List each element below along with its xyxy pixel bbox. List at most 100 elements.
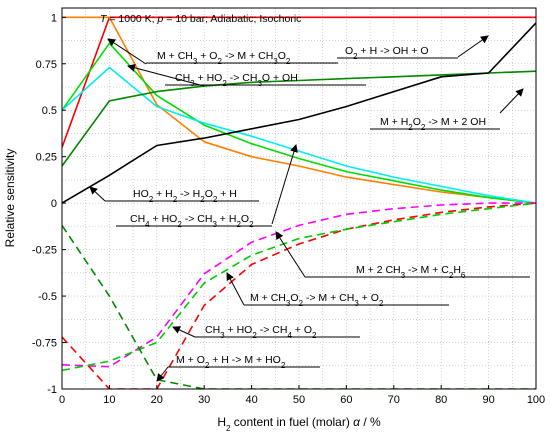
text-part: = 10 bar; Adiabatic; Isochoric	[163, 13, 301, 25]
x-tick-label: 60	[340, 394, 352, 406]
annotation-arrow	[89, 186, 106, 202]
text-part: M + H	[380, 116, 408, 128]
x-tick-label: 20	[151, 394, 163, 406]
text-part: 2	[312, 331, 317, 340]
text-part: HO	[133, 188, 149, 200]
text-part: + H	[217, 213, 237, 225]
text-part: 3	[257, 79, 262, 88]
x-tick-label: 10	[103, 394, 115, 406]
x-tick-label: 0	[59, 394, 65, 406]
text-part: -> M + CH	[222, 50, 273, 62]
y-axis-title: Relative sensitivity	[3, 149, 17, 248]
ticks: 0 10 20 30 40 50 60 70 80 90 100 -1 -0.75 -0.5 -0.25 0 0…	[32, 12, 545, 406]
text-part: 3	[401, 271, 406, 280]
text-part: M + CH	[250, 292, 286, 304]
series-line-0	[62, 16, 536, 148]
text-part: O	[345, 45, 353, 57]
y-tick-label: -0.75	[32, 338, 57, 350]
annotation-label: M + CH3 + O2 -> M + CH3O2	[157, 50, 291, 66]
annotation-7: M + CH3O2 -> M + CH3 + O2	[226, 272, 449, 308]
text-part: = 1000 K;	[106, 13, 157, 25]
text-part: 2	[222, 79, 227, 88]
annotation-8: CH3 + HO2 -> CH4 + O2	[172, 324, 360, 340]
series-line-5	[62, 22, 536, 204]
text-part: 4	[145, 220, 150, 229]
annotation-6: M + 2 CH3 -> M + C2H6	[275, 231, 530, 280]
text-part: O	[290, 292, 298, 304]
text-part: H	[217, 415, 226, 429]
series-group	[62, 16, 536, 389]
series-line-1	[62, 16, 536, 204]
text-part: + HO	[225, 324, 253, 336]
text-part: + H	[153, 188, 173, 200]
x-tick-label: 100	[527, 394, 545, 406]
y-tick-label: 0.25	[36, 152, 57, 164]
text-part: 2	[449, 271, 454, 280]
text-part: 3	[220, 331, 225, 340]
annotation-0: M + CH3 + O2 -> M + CH3O2	[107, 38, 338, 66]
x-tick-label: 90	[482, 394, 494, 406]
y-tick-label: 0	[51, 198, 57, 210]
text-part: -> M + CH	[303, 292, 354, 304]
text-part: -> CH	[257, 324, 288, 336]
annotation-9: M + O2 + H -> M + HO2	[156, 354, 320, 382]
y-tick-label: 1	[51, 12, 57, 24]
x-tick-label: 50	[293, 394, 305, 406]
series-line-6	[62, 202, 536, 368]
text-part: 2	[213, 195, 218, 204]
text-part: + H -> M + HO	[209, 354, 280, 366]
text-part: O	[241, 213, 249, 225]
text-part: O + OH	[262, 72, 298, 84]
annotation-2: CH3 + HO2 -> CH3O + OH	[127, 63, 366, 88]
x-tick-label: 70	[388, 394, 400, 406]
annotation-3: M + H2O2 -> M + 2 OH	[370, 88, 524, 132]
x-tick-label: 80	[435, 394, 447, 406]
annotation-label: M + H2O2 -> M + 2 OH	[380, 116, 486, 132]
text-part: 4	[287, 331, 292, 340]
text-part: 2	[421, 123, 426, 132]
text-part: 2	[226, 424, 231, 432]
text-part: 2	[379, 299, 384, 308]
text-part: + HO	[195, 72, 223, 84]
text-part: 2	[205, 361, 210, 370]
text-part: CH	[205, 324, 220, 336]
text-part: 2	[177, 220, 182, 229]
y-tick-label: -0.5	[38, 291, 57, 303]
text-part: 2	[173, 195, 178, 204]
x-tick-label: 30	[198, 394, 210, 406]
text-part: M + 2 CH	[356, 264, 401, 276]
series-line-8	[62, 202, 536, 372]
y-tick-label: -0.25	[32, 245, 57, 257]
text-part: H	[453, 264, 461, 276]
annotation-label: M + 2 CH3 -> M + C2H6	[356, 264, 466, 280]
annotation-label: M + O2 + H -> M + HO2	[176, 354, 286, 370]
annotations: M + CH3 + O2 -> M + CH3O2 O2 + H -> OH + …	[89, 35, 530, 382]
text-part: -> M + C	[405, 264, 449, 276]
annotation-arrow	[275, 231, 306, 278]
annotation-arrow	[271, 144, 298, 225]
text-part: content in fuel (molar)	[230, 415, 353, 429]
series-line-7	[62, 202, 536, 389]
x-axis-title: H2 content in fuel (molar) α / %	[217, 415, 381, 432]
text-part: M + CH	[157, 50, 193, 62]
text-part: 6	[461, 271, 466, 280]
annotation-arrow	[172, 326, 196, 338]
text-part: 3	[273, 57, 278, 66]
text-part: 3	[193, 57, 198, 66]
annotation-1: O2 + H -> OH + O	[337, 35, 489, 61]
annotation-label: CH3 + HO2 -> CH3O + OH	[175, 72, 298, 88]
text-part: 2	[281, 361, 286, 370]
y-tick-label: 0.75	[36, 59, 57, 71]
text-part: + HO	[150, 213, 178, 225]
annotation-5: CH4 + HO2 -> CH3 + H2O2	[116, 144, 298, 229]
annotation-label: O2 + H -> OH + O	[345, 45, 429, 61]
annotation-arrow	[499, 88, 524, 114]
text-part: O	[205, 188, 213, 200]
text-part: 2	[408, 123, 413, 132]
series-line-2	[62, 42, 536, 204]
text-part: 2	[200, 195, 205, 204]
text-part: / %	[360, 415, 381, 429]
text-part: -> H	[177, 188, 200, 200]
text-part: M + O	[176, 354, 205, 366]
